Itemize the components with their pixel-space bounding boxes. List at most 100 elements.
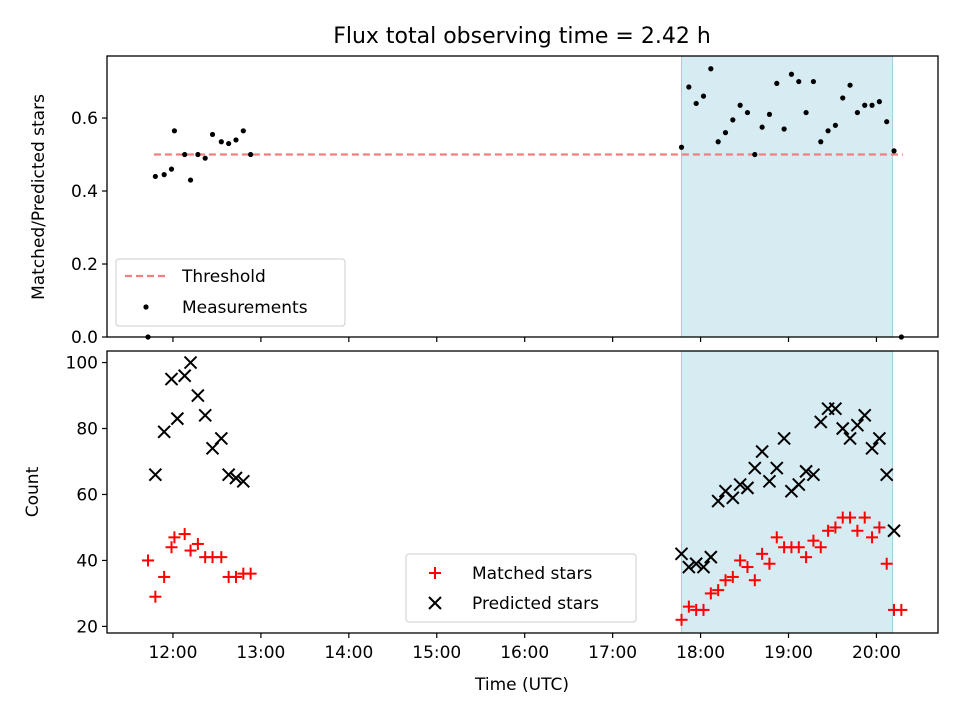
x-tick-label: 16:00 <box>500 643 549 663</box>
measurements-point <box>796 78 802 85</box>
top-y-tick-label: 0.4 <box>71 182 98 202</box>
bottom-y-axis-label: Count <box>23 466 43 517</box>
x-tick-label: 17:00 <box>588 643 637 663</box>
x-tick-label: 18:00 <box>676 643 725 663</box>
predicted-stars-point <box>740 481 755 495</box>
matched-stars-point <box>800 551 813 564</box>
measurements-point <box>248 151 254 158</box>
predicted-stars-point <box>777 431 791 446</box>
matched-stars-point <box>168 531 181 544</box>
matched-stars-point <box>719 574 732 587</box>
top-legend: Threshold Measurements <box>115 258 346 327</box>
predicted-stars-point <box>806 467 821 482</box>
predicted-stars-point <box>733 477 747 492</box>
measurements-point <box>168 166 175 172</box>
measurements-point <box>759 124 765 130</box>
measurements-point <box>876 99 882 105</box>
matched-stars-point <box>158 570 171 583</box>
measurements-point <box>869 102 875 108</box>
measurements-point <box>182 151 188 158</box>
predicted-stars-point <box>872 431 887 446</box>
predicted-stars-point <box>170 411 185 426</box>
measurements-point <box>752 151 758 158</box>
matched-stars-point <box>712 584 725 597</box>
bottom-plot-marks <box>142 355 908 626</box>
matched-stars-point <box>244 567 257 580</box>
top-y-tick-label: 0.6 <box>71 109 98 129</box>
matched-stars-point <box>149 590 162 603</box>
bottom-shaded-region <box>681 350 894 634</box>
threshold-legend-label: Threshold <box>181 267 266 287</box>
measurements-point <box>187 177 194 183</box>
predicted-stars-point <box>850 418 865 432</box>
measurements-point <box>202 155 208 161</box>
measurements-point <box>818 139 824 145</box>
predicted-stars-point <box>674 547 689 561</box>
matched-stars-legend-label: Matched stars <box>472 564 592 584</box>
predicted-stars-point <box>157 425 171 439</box>
measurements-legend-swatch <box>143 304 149 310</box>
predicted-stars-point <box>865 441 879 456</box>
top-y-axis-label: Matched/Predicted stars <box>29 94 49 300</box>
predicted-stars-point <box>770 461 784 475</box>
top-axes-frame <box>106 55 939 338</box>
measurements-point <box>810 78 817 85</box>
measurements-point <box>884 119 890 125</box>
matched-stars-point <box>748 574 761 587</box>
matched-stars-point <box>763 557 776 570</box>
predicted-stars-point <box>682 560 696 574</box>
top-y-tick-label: 0.0 <box>71 328 98 348</box>
top-legend-box <box>115 258 346 327</box>
predicted-stars-point <box>183 355 198 370</box>
measurements-point <box>240 128 246 134</box>
bottom-legend: Matched stars Predicted stars <box>405 553 637 623</box>
matched-stars-point <box>697 603 710 616</box>
top-panel: 0.0 0.2 0.4 0.6 Matched/Predicted stars Thr… <box>29 55 939 348</box>
matched-stars-point <box>844 511 857 524</box>
matched-stars-point <box>873 521 886 534</box>
bottom-y-tick-label: 60 <box>76 485 98 505</box>
top-shaded-region <box>681 55 894 338</box>
measurements-point <box>708 66 714 72</box>
matched-stars-point <box>792 541 805 554</box>
predicted-stars-point <box>836 421 850 436</box>
predicted-stars-point <box>177 369 192 383</box>
measurements-point <box>730 117 736 123</box>
predicted-stars-point <box>221 467 236 482</box>
measurements-point <box>825 128 831 134</box>
x-tick-label: 15:00 <box>412 643 461 663</box>
measurements-point <box>722 130 729 136</box>
predicted-stars-point <box>214 431 229 446</box>
predicted-stars-point <box>198 408 212 423</box>
predicted-stars-point <box>887 524 901 538</box>
measurements-point <box>862 102 868 108</box>
predicted-stars-point <box>879 467 894 482</box>
predicted-stars-point <box>748 461 762 475</box>
measurements-point <box>700 93 707 99</box>
matched-stars-point <box>814 541 827 554</box>
matched-stars-point <box>178 528 191 541</box>
bottom-y-tick-label: 100 <box>66 354 98 374</box>
top-y-tick-label: 0.2 <box>71 255 98 275</box>
predicted-stars-point <box>762 474 777 488</box>
predicted-stars-point <box>148 467 163 482</box>
predicted-stars-point <box>843 431 857 446</box>
predicted-stars-point <box>191 388 205 403</box>
measurements-point <box>152 173 158 180</box>
x-axis-label: Time (UTC) <box>474 675 569 695</box>
matched-stars-point <box>734 554 747 567</box>
measurements-point <box>715 139 721 145</box>
measurements-point <box>847 82 853 88</box>
matched-stars-point <box>741 561 754 574</box>
measurements-point <box>171 128 178 134</box>
measurements-point <box>195 151 201 158</box>
bottom-legend-box <box>405 553 637 623</box>
measurements-point <box>803 109 809 116</box>
measurements-point <box>788 71 795 77</box>
measurements-legend-label: Measurements <box>182 298 308 318</box>
measurements-point <box>161 172 167 178</box>
measurements-point <box>233 137 239 143</box>
predicted-stars-point <box>164 372 179 386</box>
matched-stars-point <box>880 557 893 570</box>
